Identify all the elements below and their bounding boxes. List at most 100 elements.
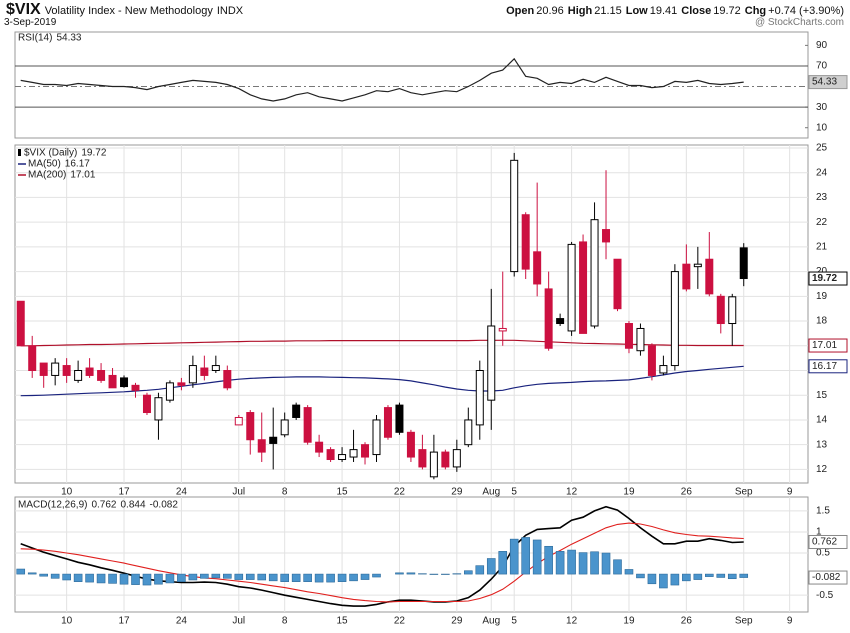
histogram-bar	[50, 573, 60, 579]
candle-body	[234, 416, 243, 426]
legend-value: 16.17	[65, 159, 90, 170]
legend-label: RSI(14)	[18, 33, 52, 44]
candle-body	[464, 419, 473, 446]
candle-body	[223, 369, 232, 389]
histogram-bar	[165, 573, 175, 584]
candle-body	[647, 345, 656, 376]
histogram-bar	[314, 573, 324, 583]
histogram-bar	[486, 558, 496, 575]
candle-body	[200, 367, 209, 376]
candle-body	[315, 441, 324, 453]
y-tick-label: 90	[816, 40, 828, 51]
x-tick-label: 5	[511, 616, 517, 627]
x-tick-label: 26	[681, 487, 693, 498]
candle-body	[452, 449, 461, 468]
histogram-bar	[406, 572, 416, 575]
x-tick-label: 15	[337, 616, 349, 627]
histogram-bar	[303, 573, 312, 582]
legend-label: MA(50)	[28, 159, 61, 170]
candle-body	[74, 369, 83, 381]
histogram-bar	[727, 573, 737, 580]
candle-body	[361, 444, 370, 458]
histogram-bar	[578, 552, 588, 575]
histogram-bar	[73, 573, 83, 582]
candle-body	[142, 394, 151, 414]
candle-body	[97, 369, 106, 381]
candle-body	[441, 451, 450, 468]
candle-body	[590, 219, 599, 327]
candle-body	[85, 367, 94, 376]
candle-body	[487, 325, 496, 401]
x-tick-label: 22	[394, 616, 406, 627]
y-tick-label: 25	[816, 143, 828, 154]
x-tick-label: Jul	[232, 487, 245, 498]
histogram-bar	[624, 569, 634, 575]
y-tick-label: 21	[816, 242, 828, 253]
histogram-bar	[337, 573, 347, 582]
candle-body	[165, 382, 174, 401]
x-tick-label: 10	[61, 616, 73, 627]
x-tick-label: 24	[176, 487, 188, 498]
histogram-bar	[544, 545, 553, 575]
histogram-bar	[464, 570, 473, 575]
histogram-bar	[326, 573, 335, 583]
candle-body	[62, 365, 71, 376]
candle-body	[533, 251, 542, 285]
candle-body	[624, 323, 633, 349]
x-tick-label: 26	[681, 616, 693, 627]
candle-body	[395, 404, 404, 433]
y-tick-label: 23	[816, 192, 828, 203]
x-tick-label: 15	[337, 487, 349, 498]
y-tick-label: -0.5	[816, 590, 834, 601]
y-tick-label: 1.5	[816, 506, 830, 517]
candle-body	[246, 412, 255, 441]
histogram-bar	[280, 573, 289, 582]
candle-body	[521, 214, 530, 270]
histogram-bar	[200, 573, 209, 579]
histogram-bar	[39, 573, 48, 577]
histogram-bar	[223, 573, 232, 579]
histogram-bar	[613, 559, 622, 575]
legend-icon	[18, 149, 21, 156]
histogram-bar	[475, 565, 485, 575]
exchange: INDX	[216, 5, 244, 17]
value-tag-box	[808, 75, 848, 90]
value-tag: -0.082	[812, 572, 841, 583]
histogram-bar	[131, 573, 140, 585]
ma-line	[20, 339, 744, 347]
histogram-bar	[16, 568, 26, 575]
histogram-bar	[96, 573, 106, 584]
histogram-bar	[555, 551, 565, 575]
histogram-bar	[590, 551, 599, 575]
rsi-line	[20, 57, 744, 102]
header: $VIX Volatility Index - New Methodology IN…	[0, 1, 850, 19]
histogram-bar	[567, 549, 576, 575]
quote-value: 19.41	[649, 5, 678, 17]
quote-label: Open	[506, 5, 535, 17]
quote: Open 20.96 High 21.15 Low 19.41 Close 19.72 Chg +…	[502, 5, 844, 17]
histogram-bar	[682, 573, 691, 582]
histogram-bar	[395, 572, 404, 575]
candle-body	[383, 407, 392, 438]
candle-body	[705, 258, 714, 295]
histogram-bar	[532, 539, 542, 575]
x-tick-label: 29	[451, 487, 463, 498]
candle-body	[177, 382, 186, 386]
histogram-bar	[659, 573, 668, 589]
value-tag-box	[808, 338, 848, 353]
candle-body	[544, 288, 553, 349]
histogram-bar	[601, 552, 611, 575]
histogram-bar	[509, 538, 519, 575]
histogram-bar	[245, 573, 255, 580]
candle-body	[429, 451, 438, 478]
histogram-bar	[108, 573, 117, 584]
x-tick-label: 17	[118, 487, 130, 498]
quote-value: 20.96	[536, 5, 564, 17]
value-tag: 16.17	[812, 361, 837, 372]
candle-body	[739, 247, 748, 280]
security-name: Volatility Index - New Methodology	[44, 5, 213, 17]
legend-value: 0.844	[121, 500, 146, 511]
quote-value: 19.72	[713, 5, 741, 17]
x-tick-label: 9	[787, 616, 793, 627]
